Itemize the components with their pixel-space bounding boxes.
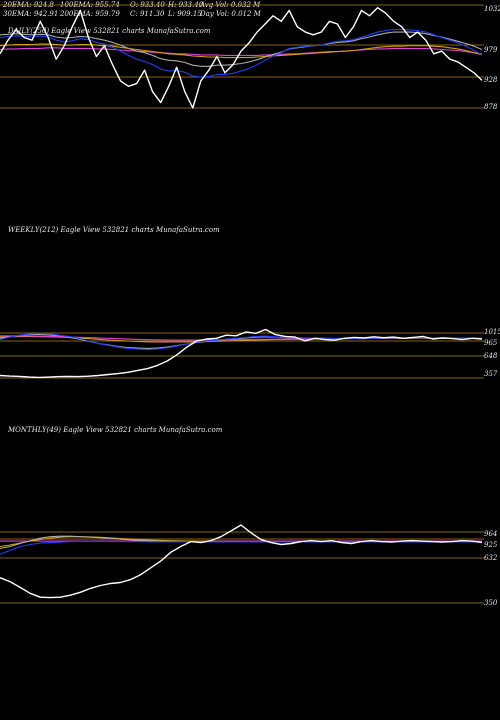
monthly-y-tick-label: 632 xyxy=(484,554,498,562)
weekly-y-tick-label: 648 xyxy=(484,352,498,360)
daily-y-tick-label: 928 xyxy=(484,76,498,84)
stat-low: L: 909.15 xyxy=(168,10,202,18)
weekly-y-tick-label: 357 xyxy=(484,370,498,378)
daily-series-ema30 xyxy=(0,31,483,67)
weekly-y-tick-label: 1015 xyxy=(484,328,500,336)
daily-y-tick-label: 979 xyxy=(484,46,498,54)
monthly-series-price xyxy=(0,524,483,599)
stat-30ema: 30EMA: 942.91 xyxy=(3,10,59,18)
weekly-series-price xyxy=(0,328,483,379)
monthly-y-tick-label: 925 xyxy=(484,541,498,549)
weekly-series-ema20 xyxy=(0,332,482,351)
weekly-y-tick-label: 965 xyxy=(484,339,498,347)
daily-y-tick-label: 878 xyxy=(484,103,498,111)
monthly-y-tick-label: 350 xyxy=(484,599,498,607)
stat-close: C: 911.30 xyxy=(130,10,165,18)
daily-chart-title: DAILY(250) Eagle View 532821 charts Muna… xyxy=(7,27,211,35)
stat-200ema: 200EMA: 959.79 xyxy=(60,10,120,18)
daily-series-price xyxy=(0,6,483,109)
stat-day-vol: Day Vol: 0.012 M xyxy=(200,10,261,18)
daily-series-ema100 xyxy=(0,43,483,59)
daily-y-tick-label: 1032 xyxy=(484,5,500,13)
daily-series-ema20 xyxy=(0,28,483,78)
monthly-series-ema20 xyxy=(0,540,482,555)
daily-series-ema200 xyxy=(0,47,483,56)
monthly-y-tick-label: 964 xyxy=(484,530,497,538)
weekly-chart-title: WEEKLY(212) Eagle View 532821 charts Mun… xyxy=(8,226,220,234)
monthly-chart-title: MONTHLY(49) Eagle View 532821 charts Mun… xyxy=(7,426,223,434)
